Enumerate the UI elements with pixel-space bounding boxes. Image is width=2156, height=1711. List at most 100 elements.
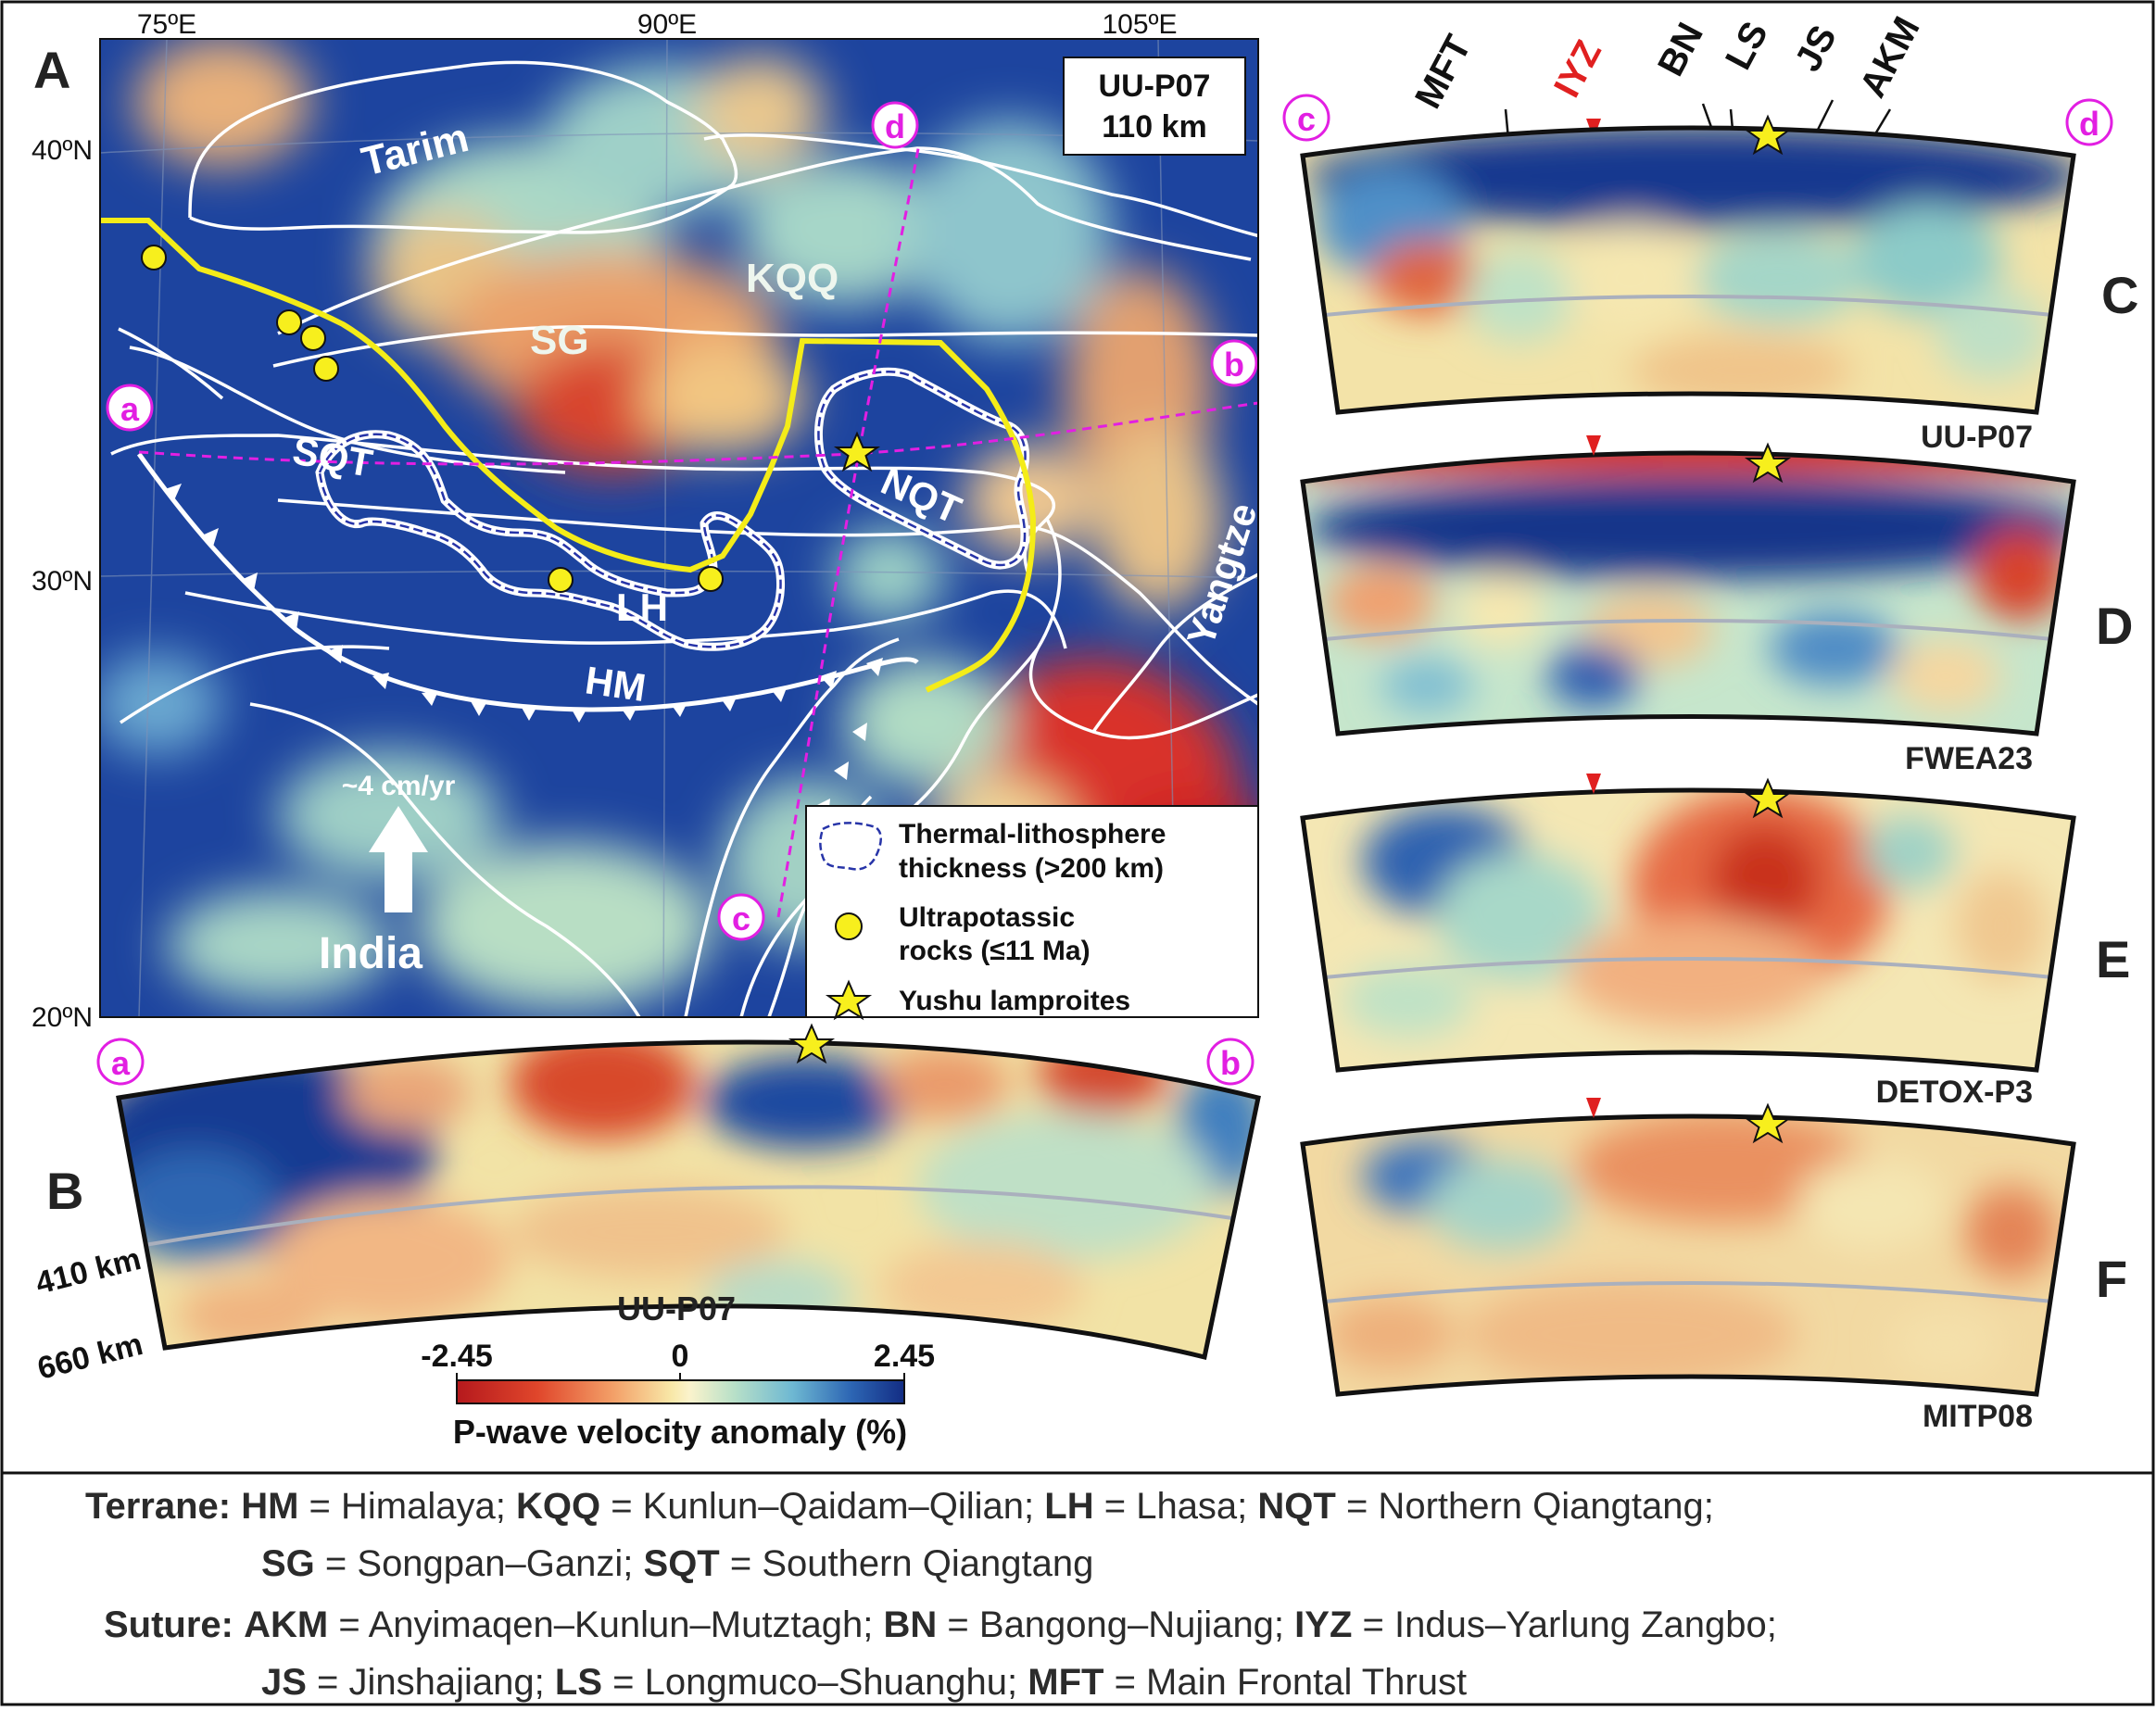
suture-abbr: AKM — [244, 1604, 329, 1645]
suture-abbr: JS — [261, 1662, 307, 1703]
lat-label: 30ºN — [32, 566, 93, 597]
colorbar-title: P-wave velocity anomaly (%) — [453, 1413, 907, 1451]
panel-letter-a: A — [33, 41, 70, 99]
terrane-name: = Lhasa; — [1093, 1486, 1258, 1527]
map-model-name: UU-P07 — [1099, 69, 1211, 104]
legend-lamproites: Yushu lamproites — [899, 986, 1130, 1016]
suture-label-akm: AKM — [1852, 10, 1928, 104]
suture-line-1: Suture: AKM = Anyimaqen–Kunlun–Mutztagh;… — [85, 1596, 2124, 1654]
terrane-abbr: HM — [241, 1486, 299, 1527]
plate-name-label: India — [319, 929, 422, 978]
ultrapotassic-dot — [313, 356, 339, 382]
thermal-lithosphere-outlines — [315, 367, 1030, 651]
ultrapotassic-rocks — [141, 245, 724, 593]
suture-labels: MFT IYZ BN LS JS AKM — [1407, 10, 1928, 115]
panel-letter-c: C — [2101, 266, 2138, 324]
ultrapotassic-dot — [141, 245, 167, 270]
suture-name: = Anyimaqen–Kunlun–Mutztagh; — [328, 1604, 884, 1645]
legend-thermal-line2: thickness (>200 km) — [899, 853, 1164, 884]
thrust-teeth — [165, 484, 883, 817]
lon-label: 105ºE — [1102, 9, 1177, 40]
map-border — [99, 38, 1259, 1018]
terrane-abbr: KQQ — [515, 1486, 601, 1527]
section-e-star — [1744, 777, 1792, 819]
depth-label-410: 410 km — [32, 1241, 145, 1302]
section-d: FWEA23 D — [1300, 435, 2133, 776]
map-model-depth: 110 km — [1102, 109, 1206, 145]
suture-label-ls: LS — [1718, 15, 1776, 76]
legend-thermal-line1: Thermal-lithosphere — [899, 819, 1166, 849]
lat-label: 20ºN — [32, 1002, 93, 1033]
terrane-label-lh: LH — [616, 585, 668, 629]
suture-abbr: BN — [883, 1604, 938, 1645]
thermal-outline-icon — [819, 822, 882, 871]
abbreviations-legend: Terrane: HM = Himalaya; KQQ = Kunlun–Qai… — [85, 1478, 2124, 1711]
panel-b-end-b: b — [1220, 1044, 1241, 1082]
suture-abbr: LS — [554, 1662, 603, 1703]
ultrapotassic-dot — [548, 567, 574, 593]
india-plate-motion: ~4 cm/yr India — [319, 771, 456, 978]
terrane-name: = Kunlun–Qaidam–Qilian; — [600, 1486, 1045, 1527]
map-endpoint-a: a — [120, 390, 140, 428]
map-endpoint-b: b — [1224, 346, 1244, 384]
section-e-model: DETOX-P3 — [1876, 1075, 2033, 1110]
colorbar-mid-label: 0 — [672, 1339, 689, 1374]
suture-line-2: JS = Jinshajiang; LS = Longmuco–Shuanghu… — [85, 1654, 2124, 1711]
section-f-star — [1744, 1102, 1792, 1144]
ultrapotassic-dot — [276, 309, 302, 335]
panel-letter-b: B — [46, 1162, 83, 1220]
terrane-name: = Himalaya; — [298, 1486, 516, 1527]
panel-a-map: Tarim KQQ SG SQT NQT LH HM Yangtze a b c… — [99, 38, 1266, 1021]
section-d-star — [1744, 442, 1792, 484]
suture-label-bn: BN — [1650, 17, 1711, 83]
india-arrow-icon — [369, 806, 428, 912]
section-f-model: MITP08 — [1923, 1399, 2033, 1434]
suture-abbr: IYZ — [1294, 1604, 1353, 1645]
lon-label: 75ºE — [137, 9, 196, 40]
colorbar: -2.45 0 2.45 P-wave velocity anomaly (%) — [421, 1339, 935, 1451]
terrane-label-kqq: KQQ — [746, 256, 838, 301]
legend-ultrapotassic-line2: rocks (≤11 Ma) — [899, 936, 1091, 966]
map-legend: Thermal-lithosphere thickness (>200 km) … — [805, 805, 1259, 1021]
terrane-name: = Northern Qiangtang; — [1335, 1486, 1714, 1527]
profile-line-ab — [138, 401, 1259, 466]
panel-letter-d: D — [2096, 597, 2133, 655]
panel-letter-e: E — [2096, 930, 2130, 988]
suture-title: Suture: — [104, 1604, 233, 1645]
profile-endpoints-map: a b c d — [106, 101, 1258, 941]
panel-letter-f: F — [2096, 1250, 2127, 1308]
lon-label: 90ºE — [637, 9, 697, 40]
star-icon — [825, 979, 873, 1021]
terrane-title: Terrane: — [85, 1486, 232, 1527]
section-c-star — [1744, 114, 1792, 156]
section-e: DETOX-P3 E — [1300, 774, 2130, 1110]
section-end-d: d — [2079, 105, 2099, 143]
suture-name: = Indus–Yarlung Zangbo; — [1352, 1604, 1777, 1645]
ultrapotassic-dot — [300, 325, 326, 351]
colorbar-min-label: -2.45 — [421, 1339, 493, 1374]
terrane-label-hm: HM — [583, 658, 649, 710]
section-d-model: FWEA23 — [1905, 741, 2033, 776]
map-endpoint-d: d — [885, 107, 905, 145]
suture-label-mft: MFT — [1407, 29, 1479, 115]
ultrapotassic-dot-icon — [835, 912, 863, 940]
ultrapotassic-dot — [698, 566, 724, 592]
suture-name: = Longmuco–Shuanghu; — [602, 1662, 1028, 1703]
terrane-line-2: SG = Songpan–Ganzi; SQT = Southern Qiang… — [85, 1535, 2124, 1592]
terrane-abbr: LH — [1044, 1486, 1094, 1527]
suture-name: = Bangong–Nujiang; — [937, 1604, 1295, 1645]
terrane-label-sg: SG — [530, 318, 589, 363]
terrane-abbr: NQT — [1257, 1486, 1336, 1527]
terrane-abbr: SQT — [643, 1543, 720, 1584]
section-f: MITP08 F — [1300, 1098, 2127, 1434]
terrane-name: = Songpan–Ganzi; — [314, 1543, 644, 1584]
legend-ultrapotassic-line1: Ultrapotassic — [899, 902, 1075, 933]
panel-b-section: a b — [96, 1023, 1261, 1361]
suture-abbr: MFT — [1028, 1662, 1104, 1703]
lat-label: 40ºN — [32, 135, 93, 166]
section-d-iyz-marker — [1586, 435, 1601, 456]
plate-rate-label: ~4 cm/yr — [342, 771, 456, 801]
section-c: UU-P07 C — [1300, 114, 2138, 455]
